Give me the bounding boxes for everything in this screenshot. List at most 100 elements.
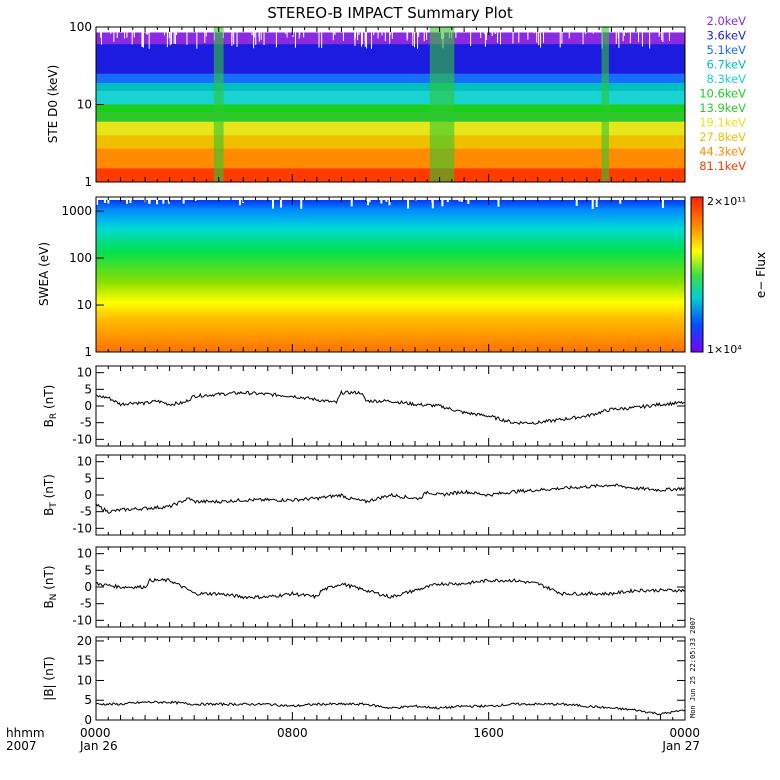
swea-panel: SWEA (eV) 1 10 100 1000 2×10¹¹ 1×10⁴ e− Flu… [37, 195, 768, 359]
ste-spike [615, 27, 617, 44]
swea-gap [431, 197, 434, 209]
swea-gap [380, 197, 383, 204]
ylabel-BT: BT (nT) [42, 474, 59, 516]
ste-spike [484, 27, 486, 47]
ytick-label-B: 15 [77, 654, 92, 668]
ste-spike [294, 27, 296, 48]
ste-legend-44.3keV: 44.3keV [699, 145, 746, 159]
ste-spike [512, 27, 514, 44]
ste-spike [186, 27, 188, 45]
ste-legend-8.3keV: 8.3keV [707, 72, 747, 86]
ste-burst [601, 27, 609, 182]
ste-spike [491, 27, 493, 37]
ste-spike [497, 27, 499, 43]
swea-gap [368, 197, 371, 203]
swea-gap [661, 197, 664, 208]
ytick-label-BN: 0 [84, 580, 92, 594]
generation-timestamp: Mon Jun 25 22:05:33 2007 [677, 617, 697, 720]
ste-spike [641, 27, 643, 47]
swea-gap [238, 197, 241, 206]
ytick-label-BN: 10 [77, 547, 92, 561]
ste-spike [373, 27, 375, 36]
ste-spike [146, 27, 148, 35]
x-tick-date: Jan 27 [661, 739, 700, 753]
trace-BR [95, 389, 686, 425]
ste-spike [176, 27, 178, 36]
ste-spike [146, 27, 148, 34]
ste-tick-label: 10 [77, 98, 92, 112]
ste-burst [429, 27, 455, 182]
x-tick-date: Jan 26 [79, 739, 118, 753]
ste-spike [414, 27, 416, 48]
swea-gap [366, 197, 369, 206]
ste-spike [470, 27, 472, 46]
ste-spike [423, 27, 425, 42]
ylabel-B: |B| (nT) [42, 656, 56, 700]
ste-spike [110, 27, 112, 34]
colorbar-min-label: 1×10⁴ [707, 343, 742, 356]
ste-spike [412, 27, 414, 37]
ste-spike [626, 27, 628, 33]
ste-spike [100, 27, 102, 45]
ste-spike [377, 27, 379, 39]
ytick-label-BT: 10 [77, 455, 92, 469]
ste-spike [360, 27, 362, 47]
swea-gap [156, 197, 159, 205]
ylabel-BN: BN (nT) [42, 565, 59, 608]
ste-spike [483, 27, 485, 33]
ste-spike [494, 27, 496, 35]
ste-spike [255, 27, 257, 45]
ste-channel-legend: 2.0keV3.6keV5.1keV6.7keV8.3keV10.6keV13.… [699, 14, 746, 173]
ylabel-sub: R [49, 413, 59, 419]
swea-gap [441, 197, 444, 207]
ste-spike [204, 27, 206, 43]
ste-spike [561, 27, 563, 44]
swea-gap [497, 197, 500, 207]
ste-spike [141, 27, 143, 47]
ste-spike [290, 27, 292, 32]
x-tick-label: 0800 [277, 726, 308, 740]
ste-spike [418, 27, 420, 37]
colorbar-title: e− Flux [754, 252, 768, 298]
ste-spike [623, 27, 625, 36]
ytick-label-BR: 10 [77, 366, 92, 380]
ste-panel: STE D0 (keV) 1 10 100 2.0keV3.6keV5.1keV6.… [46, 14, 746, 189]
ylabel-sub: N [49, 594, 59, 601]
ste-spike [303, 27, 305, 38]
ste-spike [199, 27, 201, 32]
ste-spike [231, 27, 233, 43]
ste-spike [286, 27, 288, 38]
ste-spike [142, 27, 144, 47]
ylabel-main: B [42, 508, 56, 516]
swea-y-label: SWEA (eV) [37, 242, 51, 306]
swea-gap [300, 197, 303, 209]
swea-gap [271, 197, 274, 209]
ste-spike [406, 27, 408, 41]
ste-spike [582, 27, 584, 45]
ste-spike [386, 27, 388, 32]
axis-row1-label: hhmm [6, 726, 45, 740]
ste-spike [417, 27, 419, 49]
ylabel-main: B [42, 419, 56, 427]
ytick-label-BR: -5 [80, 416, 92, 430]
ste-spike [147, 27, 149, 34]
ste-spike [275, 27, 277, 48]
swea-gap [129, 197, 132, 204]
ste-spike [334, 27, 336, 36]
ste-spike [263, 27, 265, 46]
ste-spike [484, 27, 486, 34]
ste-spike [592, 27, 594, 34]
ste-spike [124, 27, 126, 39]
ste-energy-bands [96, 27, 685, 182]
ste-spike [391, 27, 393, 39]
ste-spike [236, 27, 238, 47]
ste-spike [364, 27, 366, 41]
ste-spike [131, 27, 133, 45]
ste-legend-6.7keV: 6.7keV [707, 58, 747, 72]
ste-y-label: STE D0 (keV) [46, 65, 60, 144]
ytick-label-BN: -10 [72, 613, 92, 627]
ste-spike [455, 27, 457, 38]
ylabel-BR: BR (nT) [42, 385, 59, 428]
swea-gap [350, 197, 353, 207]
